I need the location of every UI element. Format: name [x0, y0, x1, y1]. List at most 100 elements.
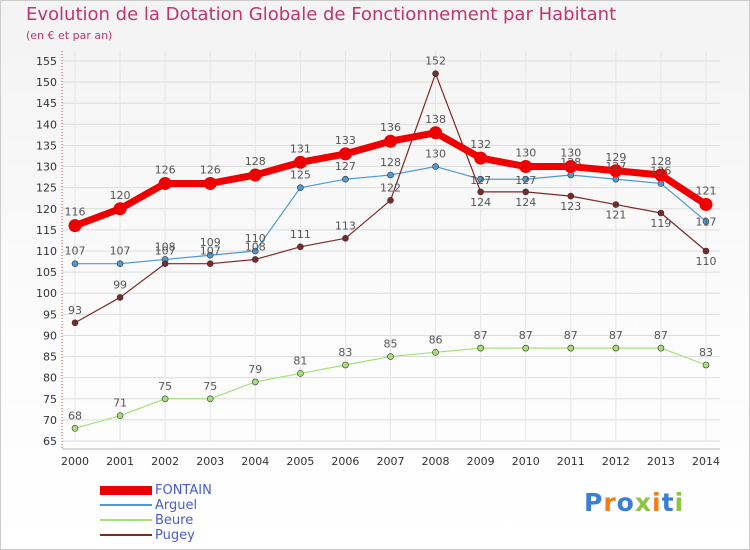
value-label-fontain: 128	[650, 155, 671, 168]
x-tick-label: 2013	[647, 455, 675, 468]
data-point-beure	[612, 344, 620, 352]
x-tick-label: 2006	[331, 455, 359, 468]
value-label-arguel: 130	[425, 148, 446, 161]
y-tick-label: 105	[36, 266, 57, 279]
legend-swatch	[100, 534, 152, 536]
value-label-fontain: 138	[425, 113, 446, 126]
value-label-beure: 86	[429, 333, 443, 346]
data-point-beure	[702, 361, 710, 369]
value-label-fontain: 128	[245, 155, 266, 168]
data-point-arguel	[206, 251, 214, 259]
value-label-beure: 87	[474, 329, 488, 342]
value-label-arguel: 108	[155, 240, 176, 253]
logo-letter: o	[616, 488, 635, 517]
value-label-fontain: 120	[110, 189, 131, 202]
data-point-fontain	[158, 176, 172, 190]
data-point-fontain	[609, 164, 623, 178]
value-label-beure: 83	[338, 346, 352, 359]
data-point-pugey	[206, 260, 214, 267]
data-point-fontain	[248, 168, 262, 182]
value-label-pugey: 111	[290, 228, 311, 241]
data-point-arguel	[387, 171, 394, 179]
value-label-pugey: 108	[245, 240, 266, 253]
value-label-arguel: 126	[650, 164, 671, 177]
grid-layer	[62, 51, 720, 442]
data-point-arguel	[522, 175, 530, 183]
data-point-pugey	[387, 197, 394, 204]
value-label-pugey: 124	[515, 196, 536, 209]
logo-letter: i	[674, 488, 685, 517]
x-tick-label: 2010	[512, 455, 540, 468]
data-point-beure	[251, 378, 259, 386]
data-point-beure	[567, 344, 575, 352]
value-label-fontain: 126	[155, 163, 176, 176]
data-point-fontain	[699, 198, 713, 212]
x-tick-label: 2009	[467, 455, 495, 468]
y-tick-label: 90	[43, 329, 57, 342]
value-label-pugey: 113	[335, 219, 356, 232]
value-label-beure: 81	[293, 354, 307, 367]
value-label-beure: 85	[384, 338, 398, 351]
y-tick-label: 100	[36, 287, 57, 300]
y-tick-label: 70	[43, 414, 57, 427]
value-label-beure: 87	[654, 329, 668, 342]
value-label-beure: 71	[113, 397, 127, 410]
legend-item-pugey: Pugey	[100, 528, 300, 543]
value-label-beure: 79	[248, 363, 262, 376]
legend-label: Beure	[155, 513, 194, 528]
data-point-fontain	[203, 176, 217, 190]
y-tick-label: 110	[36, 245, 57, 258]
value-label-arguel: 125	[290, 169, 311, 182]
y-tick-label: 85	[43, 351, 57, 364]
x-tick-label: 2011	[557, 455, 585, 468]
x-tick-label: 2004	[241, 455, 269, 468]
data-point-beure	[71, 425, 79, 432]
legend-item-arguel: Arguel	[100, 498, 300, 513]
data-point-fontain	[113, 202, 127, 216]
value-label-beure: 75	[158, 380, 172, 393]
legend-item-fontain: FONTAIN	[100, 483, 300, 498]
x-tick-label: 2012	[602, 455, 630, 468]
data-point-pugey	[612, 201, 620, 208]
value-label-beure: 87	[519, 329, 533, 342]
y-tick-label: 80	[43, 372, 57, 385]
value-label-pugey: 110	[696, 255, 717, 268]
data-point-beure	[432, 349, 439, 356]
y-tick-label: 140	[36, 118, 57, 131]
data-point-arguel	[297, 184, 304, 191]
value-label-arguel: 127	[470, 174, 491, 187]
value-label-arguel: 127	[335, 160, 356, 173]
value-label-arguel: 107	[110, 245, 131, 258]
data-point-beure	[297, 370, 304, 377]
y-tick-label: 75	[43, 393, 57, 406]
value-label-arguel: 107	[65, 245, 86, 258]
y-tick-label: 125	[36, 182, 57, 195]
value-label-pugey: 123	[560, 200, 581, 213]
value-label-pugey: 107	[155, 245, 176, 258]
legend: FONTAIN Arguel Beure Pugey	[100, 483, 300, 543]
data-point-pugey	[702, 247, 710, 255]
data-point-fontain	[519, 160, 533, 174]
data-point-arguel	[71, 260, 79, 267]
data-point-pugey	[71, 319, 79, 327]
x-tick-label: 2001	[106, 455, 134, 468]
logo-letter: r	[603, 488, 617, 517]
value-label-arguel: 127	[515, 174, 536, 187]
proxiti-logo: Proxiti	[584, 488, 684, 517]
value-label-beure: 68	[68, 409, 82, 422]
value-label-beure: 87	[609, 329, 623, 342]
data-point-pugey	[522, 188, 530, 196]
data-point-arguel	[342, 175, 349, 183]
value-label-fontain: 126	[200, 163, 221, 176]
value-label-fontain: 121	[696, 185, 717, 198]
value-label-arguel: 117	[696, 215, 717, 228]
data-point-pugey	[342, 235, 349, 242]
value-label-fontain: 129	[605, 151, 626, 164]
data-point-fontain	[68, 219, 82, 233]
data-point-fontain	[654, 168, 668, 182]
y-tick-label: 95	[43, 308, 57, 321]
axis-layer: 65 70 75 80 85 90 95 100 105 110 115 120 125 130 135 14…	[36, 51, 720, 468]
data-point-pugey	[251, 256, 259, 263]
data-point-arguel	[432, 163, 439, 170]
